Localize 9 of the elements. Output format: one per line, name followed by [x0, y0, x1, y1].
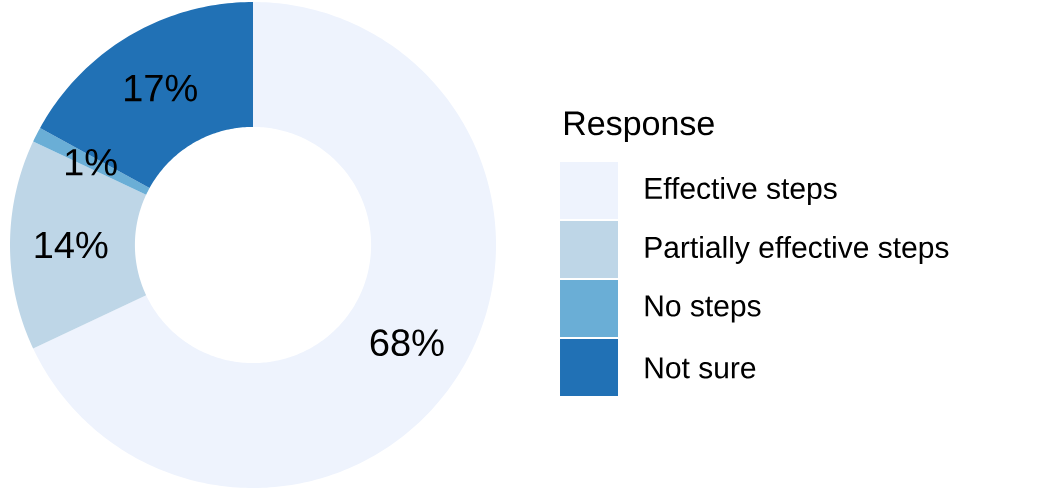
legend-label: Effective steps [645, 177, 837, 205]
data-label: 68% [370, 329, 444, 357]
legend-label: No steps [645, 295, 761, 323]
legend-title: Response [565, 111, 714, 143]
data-label: 14% [35, 231, 108, 259]
data-label: 17% [125, 74, 197, 102]
data-label: 1% [66, 148, 117, 176]
legend-label: Partially effective steps [645, 236, 949, 264]
legend-label: Not sure [645, 357, 756, 379]
